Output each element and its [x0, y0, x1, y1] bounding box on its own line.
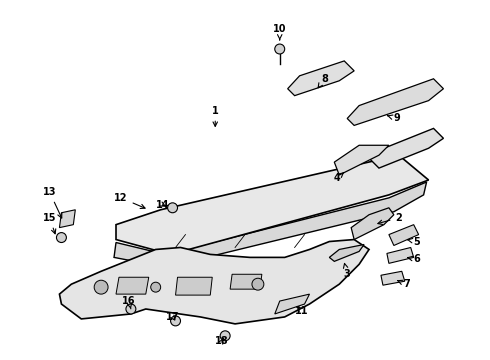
Text: 1: 1 [212, 105, 219, 126]
Polygon shape [275, 294, 310, 314]
Polygon shape [347, 79, 443, 125]
Polygon shape [387, 247, 414, 264]
Polygon shape [116, 277, 149, 294]
Text: 3: 3 [343, 264, 350, 279]
Polygon shape [351, 208, 394, 239]
Text: 14: 14 [156, 200, 170, 210]
Polygon shape [329, 244, 364, 261]
Circle shape [56, 233, 66, 243]
Text: 12: 12 [114, 193, 145, 208]
Text: 11: 11 [295, 306, 308, 316]
Text: 9: 9 [388, 113, 400, 123]
Circle shape [94, 280, 108, 294]
Text: 17: 17 [166, 312, 179, 322]
Circle shape [171, 316, 180, 326]
Circle shape [168, 203, 177, 213]
Polygon shape [334, 145, 389, 175]
Polygon shape [369, 129, 443, 168]
Circle shape [126, 304, 136, 314]
Text: 5: 5 [408, 237, 420, 247]
Text: 8: 8 [318, 74, 328, 88]
Text: 10: 10 [273, 24, 287, 40]
Circle shape [151, 282, 161, 292]
Circle shape [252, 278, 264, 290]
Text: 4: 4 [334, 172, 343, 183]
Polygon shape [114, 182, 427, 267]
Text: 13: 13 [43, 187, 62, 218]
Text: 6: 6 [408, 255, 420, 264]
Text: 15: 15 [43, 213, 56, 234]
Text: 16: 16 [122, 296, 136, 309]
Polygon shape [59, 239, 369, 324]
Polygon shape [116, 155, 429, 255]
Circle shape [275, 44, 285, 54]
Text: 7: 7 [398, 279, 410, 289]
Polygon shape [59, 210, 75, 228]
Text: 18: 18 [216, 336, 229, 346]
Polygon shape [175, 277, 212, 295]
Text: 2: 2 [378, 213, 402, 225]
Polygon shape [381, 271, 405, 285]
Polygon shape [230, 274, 262, 289]
Circle shape [220, 331, 230, 341]
Polygon shape [288, 61, 354, 96]
Polygon shape [389, 225, 418, 246]
